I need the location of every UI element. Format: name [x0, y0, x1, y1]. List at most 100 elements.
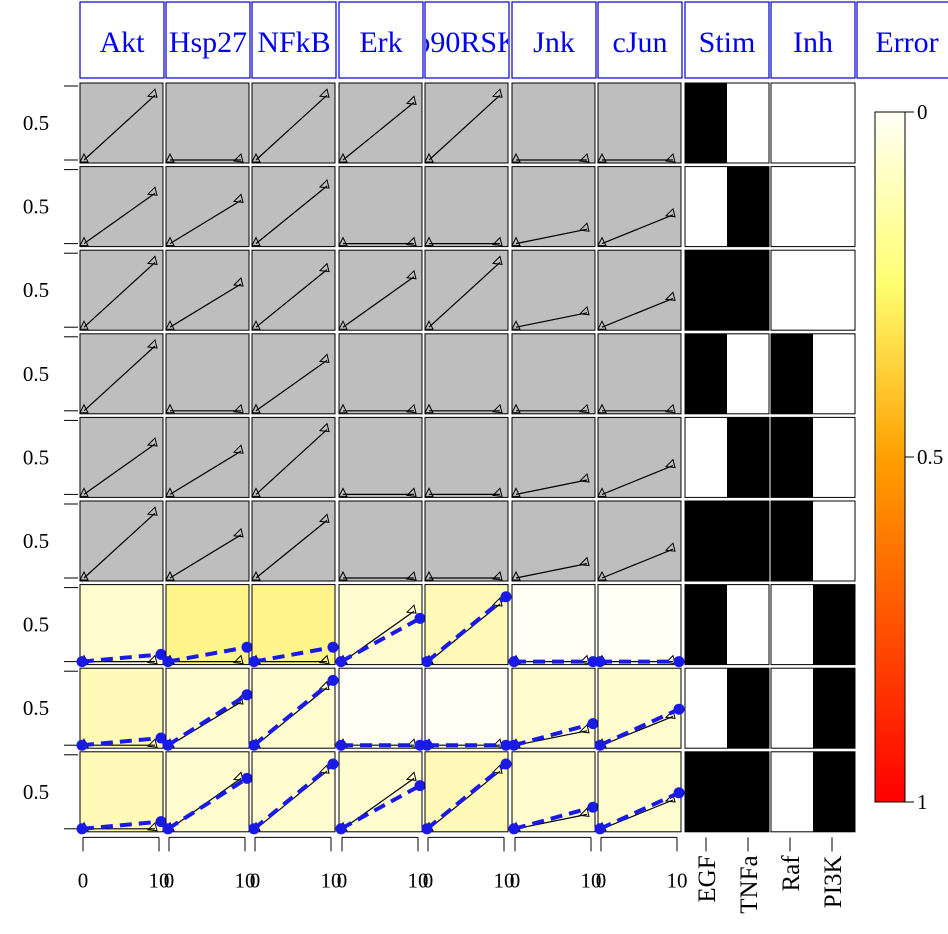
- data-point-start: [338, 570, 348, 581]
- sim-point-start: [508, 656, 520, 668]
- panel-hsp27-row7: [162, 584, 253, 668]
- panel-nfkb-row6: [251, 500, 336, 582]
- sim-line: [252, 762, 335, 831]
- panel-akt-row3: [79, 249, 164, 331]
- panel-jnk-row5: [511, 416, 596, 498]
- data-line: [342, 610, 415, 663]
- data-point-end: [146, 339, 158, 349]
- panel-akt-row9: [76, 751, 167, 835]
- panel-nfkb-row1: [251, 82, 336, 164]
- x-axis-hsp27: 0 10: [164, 836, 256, 892]
- panel-bg: [511, 166, 596, 248]
- data-point-start: [511, 236, 521, 247]
- data-line: [255, 429, 328, 495]
- x-axis-p90rsk: 0 10: [423, 836, 515, 892]
- sim-point-start: [248, 739, 260, 751]
- inh-cell-raf: [771, 417, 813, 498]
- sim-point-end: [327, 674, 339, 686]
- sim-line: [253, 645, 334, 664]
- data-point-start: [251, 487, 261, 497]
- panel-akt-row6: [79, 500, 164, 582]
- data-line: [169, 199, 242, 245]
- sim-line: [166, 776, 249, 831]
- panel-cjun-row3: [597, 249, 682, 331]
- panel-akt-row8: [76, 667, 167, 751]
- inh-row6: [770, 500, 856, 582]
- panel-bg: [338, 500, 423, 582]
- sim-point-end: [500, 739, 512, 751]
- data-line: [83, 94, 156, 161]
- data-point-end: [664, 542, 676, 552]
- sim-line: [425, 595, 508, 664]
- header-box: [79, 1, 165, 79]
- panel-hsp27-row6: [165, 500, 250, 582]
- panel-bg: [597, 667, 682, 749]
- data-point-start: [338, 320, 348, 330]
- inh-cell-raf: [771, 501, 813, 581]
- sim-point-end: [414, 612, 426, 624]
- panel-bg: [338, 82, 423, 164]
- inh-row9: [770, 751, 856, 833]
- header-cjun: cJun: [597, 1, 683, 79]
- data-point-end: [664, 153, 676, 163]
- data-line: [83, 443, 156, 495]
- data-line: [515, 479, 588, 495]
- data-point-start: [165, 487, 175, 497]
- y-axis: 0.5 0.5 0.5 0.5 0.5 0.5 0.5 0.5 0.5: [23, 85, 78, 830]
- data-line: [255, 519, 328, 579]
- data-line: [515, 563, 588, 579]
- panel-bg: [79, 416, 164, 498]
- colorbar-tick-label: 1: [917, 790, 928, 814]
- data-point-start: [251, 570, 261, 581]
- data-point-start: [424, 487, 434, 497]
- data-point-end: [405, 236, 417, 247]
- data-point-end: [405, 571, 417, 581]
- header-label: Inh: [793, 26, 833, 59]
- stim-cell-egf: [685, 250, 727, 331]
- panel-bg: [251, 416, 336, 498]
- header-error: Error: [856, 1, 948, 79]
- data-point-start: [597, 403, 607, 414]
- header-label: Hsp27: [169, 26, 247, 59]
- panel-cjun-row7: [594, 584, 685, 668]
- data-point-start: [511, 320, 521, 330]
- panel-bg: [165, 333, 250, 415]
- data-point-start: [597, 320, 607, 330]
- data-point-end: [232, 153, 244, 163]
- sim-line: [513, 805, 594, 831]
- data-point-end: [664, 207, 676, 218]
- sim-line: [166, 693, 249, 747]
- header-label: Error: [875, 26, 938, 59]
- y-tick-label: 0.5: [23, 362, 49, 386]
- panel-p90rsk-row1: [424, 82, 509, 164]
- stim-cell-egf: [685, 584, 727, 665]
- sim-point-end: [327, 641, 339, 653]
- header-label: p90RSK: [415, 26, 519, 59]
- data-point-end: [146, 821, 158, 832]
- panel-jnk-row4: [511, 333, 596, 415]
- panel-bg: [424, 166, 509, 248]
- panel-bg: [424, 751, 509, 833]
- sim-point-end: [241, 641, 253, 653]
- panel-jnk-row7: [508, 584, 599, 668]
- sim-point-start: [162, 739, 174, 751]
- panel-bg: [338, 333, 423, 415]
- sim-point-end: [673, 656, 685, 668]
- panel-bg: [165, 416, 250, 498]
- y-tick-label: 0.5: [23, 780, 49, 804]
- header-label: NFkB: [257, 26, 330, 59]
- sim-line: [599, 707, 680, 748]
- panel-nfkb-row9: [248, 751, 339, 835]
- sim-point-start: [594, 656, 606, 668]
- y-tick-label: 0.5: [23, 696, 49, 720]
- panel-bg: [165, 500, 250, 582]
- data-line: [255, 185, 328, 245]
- data-line: [601, 548, 674, 579]
- stim-cell-egf: [685, 751, 727, 832]
- panel-bg: [597, 166, 682, 248]
- panel-jnk-row9: [508, 751, 599, 835]
- data-point-end: [232, 193, 244, 203]
- panel-hsp27-row2: [165, 166, 250, 248]
- x-tick-label: 0: [164, 868, 175, 892]
- x-tick-label: 0: [510, 868, 521, 892]
